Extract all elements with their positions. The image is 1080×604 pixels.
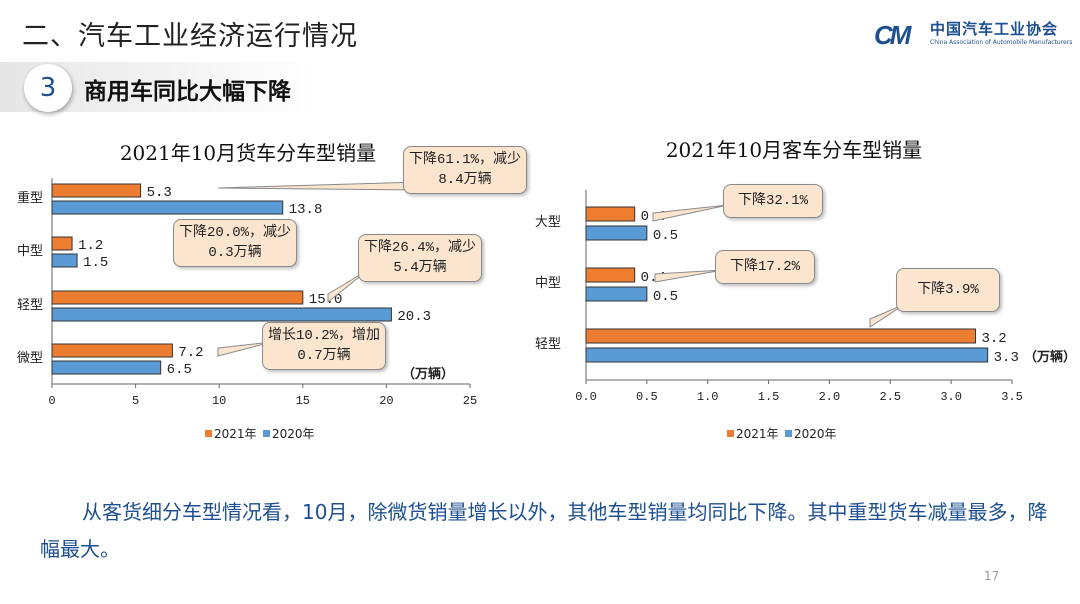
callout-bus-large: 下降32.1% (723, 184, 823, 218)
caam-logo: CM 中国汽车工业协会 China Association of Automob… (874, 18, 1074, 52)
callout-micro: 增长10.2%，增加0.7万辆 (262, 322, 386, 370)
x-tick-label: 0.0 (575, 390, 597, 404)
bar-2020年 (51, 307, 392, 322)
legend-label: 2021年 (736, 427, 779, 441)
unit-label: （万辆） (402, 366, 454, 382)
x-tick-label: 3.0 (940, 390, 962, 404)
bar-2021年 (51, 343, 173, 358)
bar-2021年 (585, 267, 636, 283)
legend-label: 2020年 (272, 427, 315, 441)
legend-label: 2021年 (214, 427, 257, 441)
callout-light: 下降26.4%，减少5.4万辆 (358, 234, 482, 282)
value-label: 3.2 (981, 331, 1006, 347)
bar-2021年 (585, 328, 976, 344)
summary-text: 从客货细分车型情况看，10月，除微货销量增长以外，其他车型销量均同比下降。其中重… (40, 500, 1048, 561)
bar-2021年 (51, 236, 73, 251)
x-tick-label: 3.5 (1001, 390, 1023, 404)
callout-pointer (217, 341, 273, 357)
x-tick-label: 1.0 (697, 390, 719, 404)
value-label: 13.8 (289, 202, 323, 218)
x-tick-label: 1.5 (758, 390, 780, 404)
callout-bus-medium: 下降17.2% (715, 250, 815, 284)
category-label: 微型 (17, 351, 43, 366)
x-tick-label: 0.5 (636, 390, 658, 404)
logo-cn: 中国汽车工业协会 (930, 20, 1059, 38)
bar-2021年 (585, 206, 636, 222)
callout-bus-light: 下降3.9% (896, 268, 1000, 312)
bar-2020年 (585, 225, 648, 241)
bar-2020年 (585, 286, 648, 302)
category-label: 中型 (17, 244, 43, 259)
legend-swatch (727, 430, 734, 437)
legend-swatch (263, 430, 270, 437)
legend-swatch (785, 430, 792, 437)
callout-pointer (217, 181, 421, 191)
legend-swatch (205, 430, 212, 437)
category-label: 重型 (17, 190, 43, 206)
bar-2021年 (51, 290, 304, 305)
callout-pointer (654, 269, 724, 283)
page-number: 17 (984, 569, 1000, 583)
x-tick-label: 25 (463, 394, 477, 408)
bar-2020年 (51, 360, 162, 375)
x-tick-label: 20 (379, 394, 393, 408)
bar-2020年 (51, 253, 78, 268)
legend-label: 2020年 (794, 427, 837, 441)
value-label: 0.5 (653, 289, 678, 305)
value-label: 6.5 (167, 362, 192, 378)
callout-medium: 下降20.0%，减少0.3万辆 (173, 219, 297, 267)
category-label: 中型 (535, 276, 561, 291)
value-label: 1.5 (83, 255, 108, 271)
x-tick-label: 0 (48, 394, 55, 408)
callout-pointer (652, 204, 729, 222)
value-label: 3.3 (994, 350, 1019, 366)
page-title: 二、汽车工业经济运行情况 (22, 21, 358, 52)
callout-pointer (869, 303, 906, 328)
bar-2021年 (51, 183, 142, 198)
x-tick-label: 5 (132, 394, 139, 408)
chart-title: 2021年10月客车分车型销量 (666, 138, 922, 162)
value-label: 0.5 (653, 228, 678, 244)
callout-pointer (327, 269, 369, 304)
value-label: 7.2 (178, 345, 203, 361)
callout-heavy: 下降61.1%，减少8.4万辆 (403, 146, 527, 194)
x-tick-label: 15 (296, 394, 310, 408)
x-tick-label: 2.5 (879, 390, 901, 404)
value-label: 5.3 (147, 185, 172, 201)
category-label: 大型 (535, 215, 561, 230)
value-label: 20.3 (397, 309, 431, 325)
category-label: 轻型 (535, 337, 561, 352)
section-number: 3 (24, 64, 72, 112)
x-tick-label: 10 (212, 394, 226, 408)
value-label: 1.2 (78, 238, 103, 254)
unit-label: （万辆） (1024, 349, 1076, 365)
bar-2020年 (51, 200, 284, 215)
logo-en: China Association of Automobile Manufact… (930, 39, 1073, 46)
category-label: 轻型 (17, 298, 43, 313)
x-tick-label: 2.0 (819, 390, 841, 404)
chart-title: 2021年10月货车分车型销量 (120, 141, 376, 165)
logo-mark: CM (874, 20, 911, 50)
section-title: 商用车同比大幅下降 (84, 79, 291, 105)
bar-2020年 (585, 347, 989, 363)
